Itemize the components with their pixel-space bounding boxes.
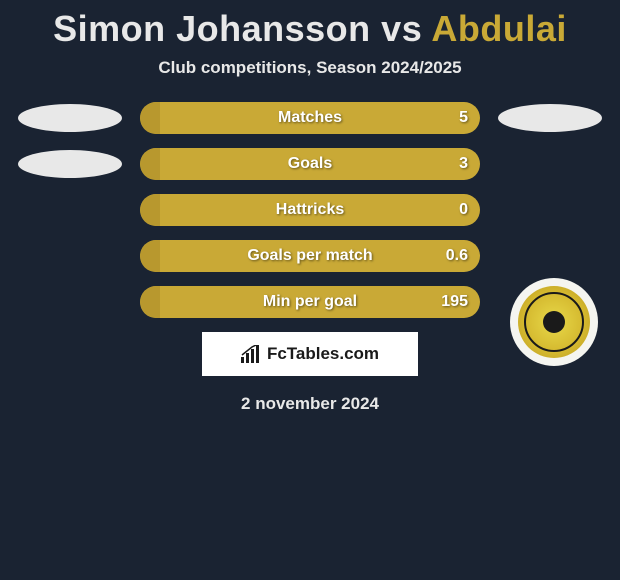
stat-row: Goals 3 — [0, 148, 620, 180]
bar-fill — [140, 148, 160, 180]
bar-fill — [140, 286, 160, 318]
left-pill-icon — [18, 104, 122, 132]
brand-text: FcTables.com — [267, 344, 379, 364]
left-pill-icon — [18, 150, 122, 178]
stat-bar: Matches 5 — [140, 102, 480, 134]
right-spacer — [498, 196, 602, 224]
bar-fill — [140, 102, 160, 134]
stat-bar: Min per goal 195 — [140, 286, 480, 318]
left-spacer — [18, 288, 122, 316]
stat-bar: Hattricks 0 — [140, 194, 480, 226]
right-pill-icon — [498, 104, 602, 132]
stat-value-right: 5 — [459, 109, 468, 127]
stat-row: Goals per match 0.6 — [0, 240, 620, 272]
stat-label: Goals per match — [247, 247, 372, 265]
stat-row: Hattricks 0 — [0, 194, 620, 226]
club-badge-inner — [518, 286, 590, 358]
stat-label: Hattricks — [276, 201, 344, 219]
player2-name: Abdulai — [431, 8, 567, 49]
date-text: 2 november 2024 — [0, 394, 620, 414]
stat-label: Matches — [278, 109, 342, 127]
stat-label: Goals — [288, 155, 332, 173]
bar-fill — [140, 240, 160, 272]
chart-icon — [241, 345, 261, 363]
stat-bar: Goals 3 — [140, 148, 480, 180]
club-badge-icon — [510, 278, 598, 366]
brand-box: FcTables.com — [202, 332, 418, 376]
player1-name: Simon Johansson — [53, 8, 371, 49]
stats-section: Matches 5 Goals 3 Hattricks 0 Goals per … — [0, 102, 620, 318]
stat-value-right: 0.6 — [446, 247, 468, 265]
stat-value-right: 0 — [459, 201, 468, 219]
right-spacer — [498, 242, 602, 270]
bar-fill — [140, 194, 160, 226]
left-spacer — [18, 242, 122, 270]
stat-bar: Goals per match 0.6 — [140, 240, 480, 272]
vs-text: vs — [381, 8, 422, 49]
stat-value-right: 3 — [459, 155, 468, 173]
page-title: Simon Johansson vs Abdulai — [0, 0, 620, 58]
right-spacer — [498, 150, 602, 178]
left-spacer — [18, 196, 122, 224]
subtitle: Club competitions, Season 2024/2025 — [0, 58, 620, 102]
stat-label: Min per goal — [263, 293, 357, 311]
stat-value-right: 195 — [441, 293, 468, 311]
ball-icon — [543, 311, 565, 333]
stat-row: Matches 5 — [0, 102, 620, 134]
